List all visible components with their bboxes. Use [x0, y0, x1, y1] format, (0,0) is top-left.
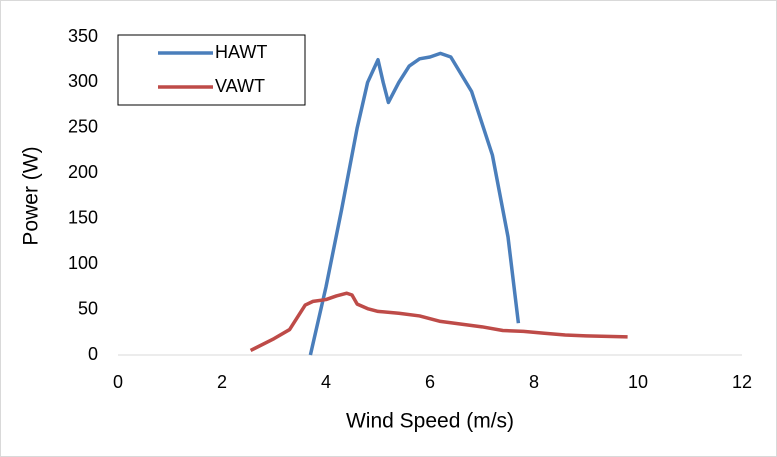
y-tick-label: 200	[68, 162, 98, 182]
y-tick-label: 0	[88, 344, 98, 364]
y-tick-label: 250	[68, 117, 98, 137]
y-tick-label: 50	[78, 298, 98, 318]
line-series	[249, 291, 628, 353]
x-axis-label: Wind Speed (m/s)	[346, 410, 514, 433]
x-tick-label: 2	[217, 372, 227, 392]
x-tick-label: 12	[732, 372, 752, 392]
x-tick-label: 6	[425, 372, 435, 392]
y-tick-label: 100	[68, 253, 98, 273]
x-tick-label: 10	[628, 372, 648, 392]
x-tick-label: 8	[529, 372, 539, 392]
legend-box	[117, 34, 306, 106]
legend-label: VAWT	[215, 76, 265, 96]
y-axis-label: Power (W)	[20, 146, 43, 245]
legend-label: HAWT	[215, 42, 267, 62]
line-series	[308, 51, 521, 356]
y-tick-label: 300	[68, 71, 98, 91]
x-tick-label: 4	[321, 372, 331, 392]
y-tick-label: 350	[68, 26, 98, 46]
x-tick-label: 0	[113, 372, 123, 392]
y-tick-label: 150	[68, 207, 98, 227]
